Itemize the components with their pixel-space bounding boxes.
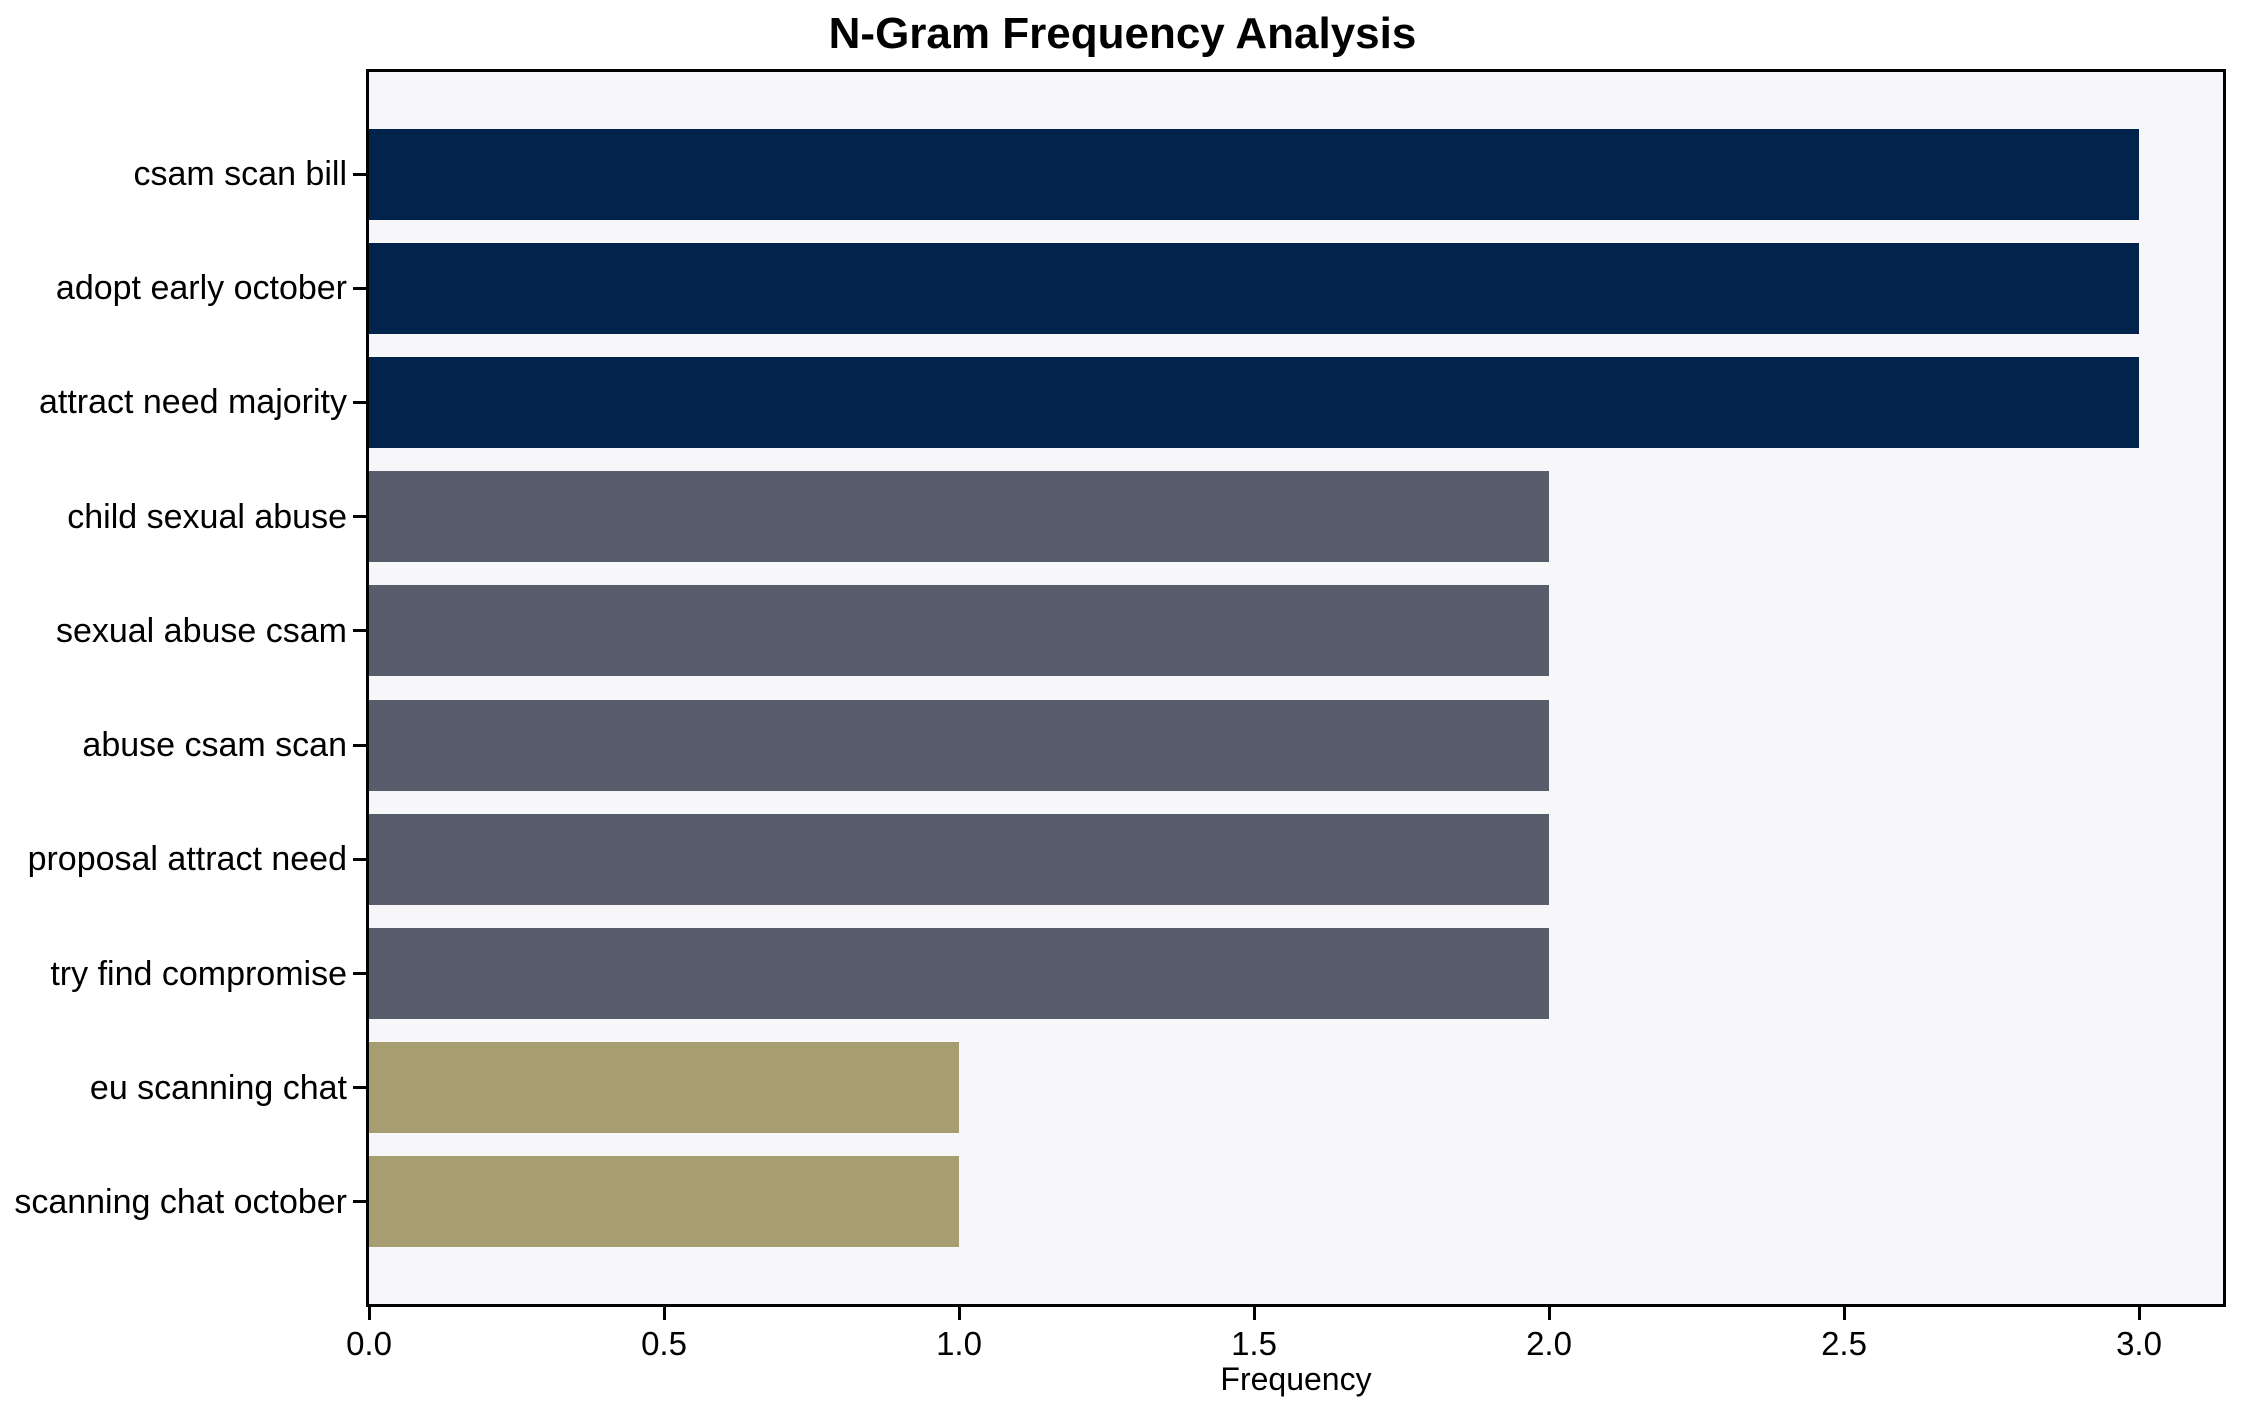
y-tick-label: attract need majority [38, 383, 347, 422]
x-tick-label: 1.5 [1231, 1325, 1277, 1362]
x-tick-label: 2.0 [1526, 1325, 1572, 1362]
y-tick-mark [353, 972, 366, 976]
x-tick-mark [1252, 1307, 1256, 1320]
y-tick-label: adopt early october [55, 269, 347, 308]
y-axis: csam scan bill adopt early october attract… [0, 0, 366, 1414]
y-tick-mark [353, 1086, 366, 1090]
x-tick-mark [957, 1307, 961, 1320]
bar [369, 242, 2139, 334]
x-tick-label: 0.5 [641, 1325, 687, 1362]
y-tick-mark [353, 857, 366, 861]
y-tick-mark [353, 1200, 366, 1204]
y-tick-label: child sexual abuse [67, 497, 347, 536]
x-tick-label: 2.5 [1821, 1325, 1867, 1362]
y-tick-label: scanning chat october [14, 1182, 347, 1221]
x-axis-title: Frequency [1220, 1361, 1372, 1397]
bar [369, 928, 1549, 1020]
y-tick-label: try find compromise [50, 954, 347, 993]
y-tick-mark [353, 286, 366, 290]
x-tick-mark [2137, 1307, 2141, 1320]
plot-area [366, 69, 2226, 1307]
y-tick-label: sexual abuse csam [55, 611, 347, 650]
bar [369, 471, 1549, 563]
y-tick-label: csam scan bill [133, 155, 347, 193]
x-tick-mark [1842, 1307, 1846, 1320]
x-tick-mark [1547, 1307, 1551, 1320]
y-tick-mark [353, 743, 366, 747]
y-tick-label: proposal attract need [27, 840, 347, 879]
bar [369, 699, 1549, 791]
x-tick-mark [662, 1307, 666, 1320]
bar [369, 356, 2139, 448]
bar [369, 585, 1549, 677]
x-tick-mark [367, 1307, 371, 1320]
y-tick-label: eu scanning chat [89, 1068, 347, 1107]
bar [369, 1042, 959, 1134]
chart-title: N-Gram Frequency Analysis [828, 9, 1417, 58]
y-tick-label: abuse csam scan [82, 726, 347, 765]
y-tick-mark [353, 172, 366, 176]
y-tick-mark [353, 515, 366, 519]
bar [369, 128, 2139, 220]
bar [369, 813, 1549, 905]
x-tick-label: 3.0 [2116, 1325, 2162, 1362]
y-tick-mark [353, 629, 366, 633]
y-tick-mark [353, 400, 366, 404]
x-tick-label: 1.0 [936, 1325, 982, 1362]
bar [369, 1156, 959, 1248]
